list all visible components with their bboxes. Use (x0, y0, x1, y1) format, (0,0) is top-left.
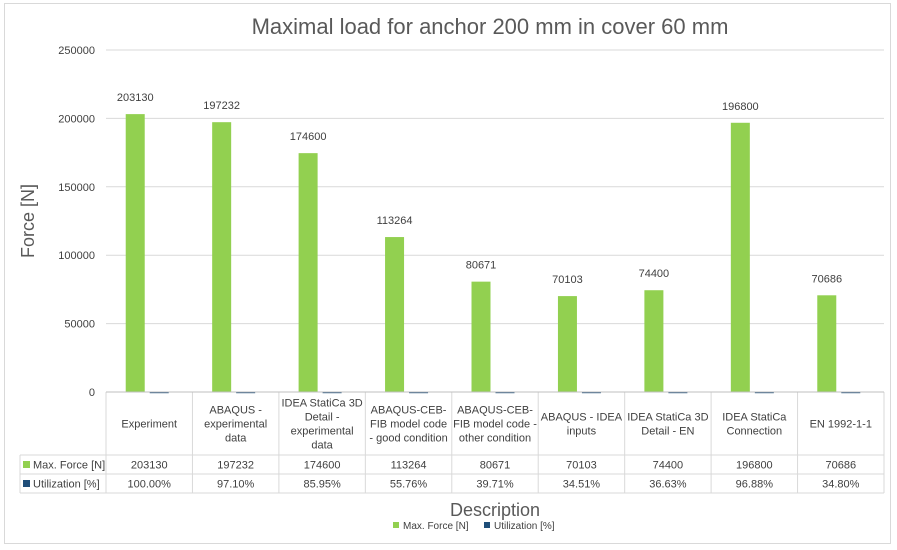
bar-max-force (471, 281, 491, 392)
data-label-max-force: 70103 (552, 274, 583, 286)
bar-max-force (125, 114, 145, 392)
x-axis-label: Description (450, 500, 540, 520)
table-cell-value: 34.80% (822, 479, 860, 491)
table-series-name: Utilization [%] (33, 479, 100, 491)
legend-key (484, 522, 490, 528)
chart-title: Maximal load for anchor 200 mm in cover … (252, 14, 729, 39)
data-label-max-force: 197232 (203, 100, 240, 112)
y-tick-label: 50000 (64, 319, 95, 331)
data-label-max-force: 203130 (117, 92, 154, 104)
y-axis-label: Force [N] (18, 184, 38, 258)
table-series-name: Max. Force [N] (33, 460, 105, 472)
bar-utilization (236, 391, 256, 394)
y-tick-label: 250000 (58, 45, 95, 57)
table-cell-value: 70686 (825, 460, 856, 472)
bar-max-force (817, 295, 837, 392)
table-cell-value: 80671 (480, 460, 511, 472)
bar-max-force (212, 122, 232, 393)
y-tick-label: 100000 (58, 250, 95, 262)
x-category-label: Experiment (121, 419, 177, 431)
chart-frame (4, 3, 891, 544)
x-category-label: ABAQUS -experimental data (204, 405, 267, 445)
y-tick-label: 200000 (58, 113, 95, 125)
bar-utilization (754, 391, 774, 394)
x-category-label: IDEA StatiCa 3D Detail - EN (627, 412, 708, 438)
bar-utilization (495, 391, 515, 394)
table-cell-value: 197232 (217, 460, 254, 472)
data-label-max-force: 174600 (290, 131, 327, 143)
data-label-max-force: 113264 (377, 215, 413, 227)
x-category-label: IDEA StatiCa Connection (722, 412, 787, 438)
legend-label: Max. Force [N] (403, 521, 469, 532)
bar-utilization (409, 391, 429, 394)
table-cell-value: 85.95% (303, 479, 341, 491)
bar-max-force (385, 237, 405, 392)
data-label-max-force: 196800 (722, 101, 759, 113)
table-cell-value: 196800 (736, 460, 773, 472)
legend-key (393, 522, 399, 528)
data-label-max-force: 70686 (811, 273, 842, 285)
y-tick-label: 0 (89, 387, 95, 399)
table-legend-key (23, 480, 30, 487)
bar-max-force (298, 153, 318, 392)
x-category-label: ABAQUS-CEB-FIB model code -other conditi… (453, 405, 537, 445)
table-cell-value: 55.76% (390, 479, 428, 491)
bar-utilization (668, 391, 688, 394)
table-cell-value: 74400 (653, 460, 684, 472)
table-cell-value: 39.71% (476, 479, 514, 491)
table-cell-value: 174600 (304, 460, 341, 472)
x-category-label: EN 1992-1-1 (810, 419, 872, 431)
bar-utilization (322, 391, 342, 394)
legend-label: Utilization [%] (494, 521, 555, 532)
table-cell-value: 70103 (566, 460, 597, 472)
bar-max-force (730, 122, 750, 393)
table-cell-value: 34.51% (563, 479, 601, 491)
table-cell-value: 100.00% (128, 479, 172, 491)
table-cell-value: 203130 (131, 460, 168, 472)
table-cell-value: 97.10% (217, 479, 255, 491)
x-category-label: ABAQUS-CEB-FIB model code - good conditio… (369, 405, 447, 445)
bar-utilization (149, 391, 169, 394)
data-label-max-force: 74400 (639, 268, 670, 280)
x-category-label: IDEA StatiCa 3D Detail -experimental data (281, 398, 362, 452)
y-tick-label: 150000 (58, 182, 95, 194)
table-cell-value: 113264 (391, 460, 427, 472)
table-cell-value: 96.88% (736, 479, 774, 491)
x-category-label: ABAQUS - IDEA inputs (541, 412, 623, 438)
data-label-max-force: 80671 (466, 260, 497, 272)
table-legend-key (23, 461, 30, 468)
table-cell-value: 36.63% (649, 479, 687, 491)
bar-max-force (557, 296, 577, 392)
bar-utilization (841, 391, 861, 394)
bar-utilization (581, 391, 601, 394)
bar-max-force (644, 290, 664, 392)
